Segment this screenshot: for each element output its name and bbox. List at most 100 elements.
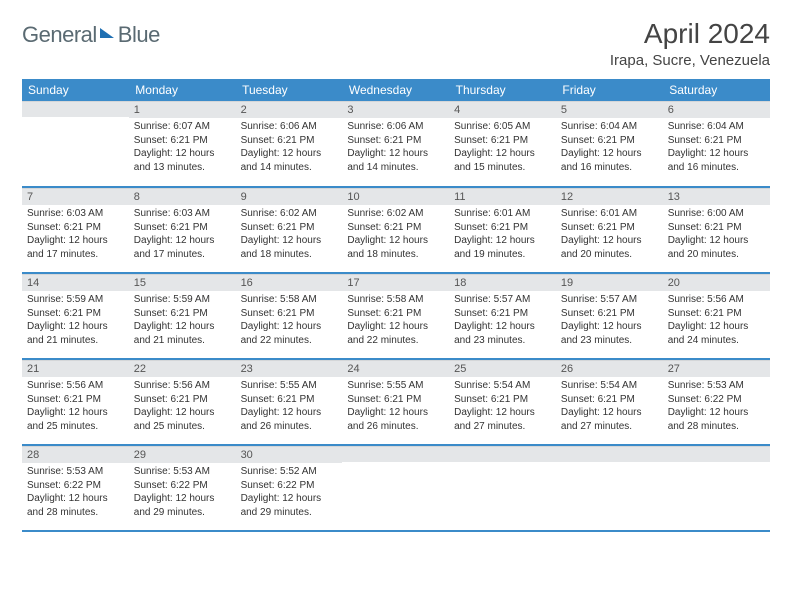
- day-line: Sunset: 6:21 PM: [668, 307, 765, 321]
- day-line: and 24 minutes.: [668, 334, 765, 348]
- day-cell: 1 Sunrise: 6:07 AMSunset: 6:21 PMDaylight…: [129, 101, 236, 187]
- day-line: and 21 minutes.: [134, 334, 231, 348]
- day-number: 21: [22, 360, 129, 377]
- day-line: and 21 minutes.: [27, 334, 124, 348]
- day-line: Daylight: 12 hours: [561, 147, 658, 161]
- day-number: 9: [236, 188, 343, 205]
- day-number: 20: [663, 274, 770, 291]
- day-line: Daylight: 12 hours: [454, 234, 551, 248]
- day-line: Sunset: 6:21 PM: [561, 221, 658, 235]
- day-line: Daylight: 12 hours: [561, 320, 658, 334]
- day-number: 13: [663, 188, 770, 205]
- day-line: Daylight: 12 hours: [561, 234, 658, 248]
- day-line: Sunrise: 6:07 AM: [134, 120, 231, 134]
- day-content: Sunrise: 6:06 AMSunset: 6:21 PMDaylight:…: [236, 118, 343, 178]
- day-line: Sunset: 6:21 PM: [241, 221, 338, 235]
- day-line: Sunrise: 5:53 AM: [668, 379, 765, 393]
- day-cell: 10Sunrise: 6:02 AMSunset: 6:21 PMDayligh…: [342, 187, 449, 273]
- day-cell: 7Sunrise: 6:03 AMSunset: 6:21 PMDaylight…: [22, 187, 129, 273]
- day-number: 3: [342, 101, 449, 118]
- day-line: and 28 minutes.: [27, 506, 124, 520]
- day-cell: 4Sunrise: 6:05 AMSunset: 6:21 PMDaylight…: [449, 101, 556, 187]
- day-cell: 13Sunrise: 6:00 AMSunset: 6:21 PMDayligh…: [663, 187, 770, 273]
- day-number: 10: [342, 188, 449, 205]
- day-cell: [342, 445, 449, 531]
- day-number: 16: [236, 274, 343, 291]
- day-line: and 22 minutes.: [347, 334, 444, 348]
- day-content: Sunrise: 5:57 AMSunset: 6:21 PMDaylight:…: [556, 291, 663, 351]
- day-number: [22, 101, 129, 117]
- day-line: Daylight: 12 hours: [134, 320, 231, 334]
- day-cell: 24Sunrise: 5:55 AMSunset: 6:21 PMDayligh…: [342, 359, 449, 445]
- day-cell: [449, 445, 556, 531]
- day-line: Daylight: 12 hours: [27, 234, 124, 248]
- day-line: Sunrise: 5:56 AM: [134, 379, 231, 393]
- day-cell: 23Sunrise: 5:55 AMSunset: 6:21 PMDayligh…: [236, 359, 343, 445]
- day-line: and 17 minutes.: [134, 248, 231, 262]
- day-content: Sunrise: 5:56 AMSunset: 6:21 PMDaylight:…: [129, 377, 236, 437]
- day-line: Sunrise: 5:56 AM: [27, 379, 124, 393]
- day-line: Daylight: 12 hours: [454, 320, 551, 334]
- day-cell: 18Sunrise: 5:57 AMSunset: 6:21 PMDayligh…: [449, 273, 556, 359]
- day-header: Wednesday: [342, 79, 449, 101]
- day-line: Sunrise: 5:55 AM: [241, 379, 338, 393]
- brand-word-1: General: [22, 22, 97, 48]
- day-line: Sunset: 6:21 PM: [561, 134, 658, 148]
- day-line: Daylight: 12 hours: [134, 147, 231, 161]
- day-content: Sunrise: 5:58 AMSunset: 6:21 PMDaylight:…: [236, 291, 343, 351]
- day-line: Daylight: 12 hours: [668, 234, 765, 248]
- day-line: and 13 minutes.: [134, 161, 231, 175]
- day-line: and 29 minutes.: [134, 506, 231, 520]
- day-header: Friday: [556, 79, 663, 101]
- day-line: Sunset: 6:21 PM: [347, 393, 444, 407]
- day-header: Sunday: [22, 79, 129, 101]
- day-line: Sunrise: 6:00 AM: [668, 207, 765, 221]
- day-line: and 20 minutes.: [561, 248, 658, 262]
- day-content: Sunrise: 6:01 AMSunset: 6:21 PMDaylight:…: [449, 205, 556, 265]
- day-line: Sunset: 6:21 PM: [27, 221, 124, 235]
- day-line: Sunrise: 5:54 AM: [561, 379, 658, 393]
- brand-word-2: Blue: [118, 22, 160, 48]
- day-line: and 26 minutes.: [347, 420, 444, 434]
- day-line: Sunrise: 6:04 AM: [561, 120, 658, 134]
- day-number: 26: [556, 360, 663, 377]
- day-cell: 17Sunrise: 5:58 AMSunset: 6:21 PMDayligh…: [342, 273, 449, 359]
- day-cell: 26Sunrise: 5:54 AMSunset: 6:21 PMDayligh…: [556, 359, 663, 445]
- day-line: Daylight: 12 hours: [241, 147, 338, 161]
- day-line: and 27 minutes.: [454, 420, 551, 434]
- week-row: 21Sunrise: 5:56 AMSunset: 6:21 PMDayligh…: [22, 359, 770, 445]
- day-number: [663, 446, 770, 462]
- day-line: and 14 minutes.: [241, 161, 338, 175]
- day-cell: 6Sunrise: 6:04 AMSunset: 6:21 PMDaylight…: [663, 101, 770, 187]
- day-line: Sunset: 6:21 PM: [454, 221, 551, 235]
- day-line: Daylight: 12 hours: [241, 492, 338, 506]
- day-line: Daylight: 12 hours: [241, 406, 338, 420]
- day-line: Sunset: 6:22 PM: [134, 479, 231, 493]
- day-number: 25: [449, 360, 556, 377]
- day-number: 1: [129, 101, 236, 118]
- day-line: Daylight: 12 hours: [241, 320, 338, 334]
- day-cell: 29Sunrise: 5:53 AMSunset: 6:22 PMDayligh…: [129, 445, 236, 531]
- day-content: Sunrise: 6:02 AMSunset: 6:21 PMDaylight:…: [236, 205, 343, 265]
- day-header: Tuesday: [236, 79, 343, 101]
- day-content: Sunrise: 6:04 AMSunset: 6:21 PMDaylight:…: [556, 118, 663, 178]
- day-line: and 15 minutes.: [454, 161, 551, 175]
- day-line: Sunset: 6:21 PM: [134, 393, 231, 407]
- day-line: and 28 minutes.: [668, 420, 765, 434]
- day-number: 19: [556, 274, 663, 291]
- day-line: Daylight: 12 hours: [668, 147, 765, 161]
- day-line: Sunset: 6:21 PM: [134, 134, 231, 148]
- day-line: Daylight: 12 hours: [668, 320, 765, 334]
- day-number: 24: [342, 360, 449, 377]
- day-number: 14: [22, 274, 129, 291]
- day-line: and 23 minutes.: [454, 334, 551, 348]
- day-line: Sunrise: 6:01 AM: [454, 207, 551, 221]
- week-row: 14Sunrise: 5:59 AMSunset: 6:21 PMDayligh…: [22, 273, 770, 359]
- day-number: 30: [236, 446, 343, 463]
- day-number: 12: [556, 188, 663, 205]
- day-cell: 9Sunrise: 6:02 AMSunset: 6:21 PMDaylight…: [236, 187, 343, 273]
- day-cell: 15Sunrise: 5:59 AMSunset: 6:21 PMDayligh…: [129, 273, 236, 359]
- day-content: Sunrise: 5:59 AMSunset: 6:21 PMDaylight:…: [22, 291, 129, 351]
- day-line: Daylight: 12 hours: [347, 234, 444, 248]
- day-content: Sunrise: 5:53 AMSunset: 6:22 PMDaylight:…: [129, 463, 236, 523]
